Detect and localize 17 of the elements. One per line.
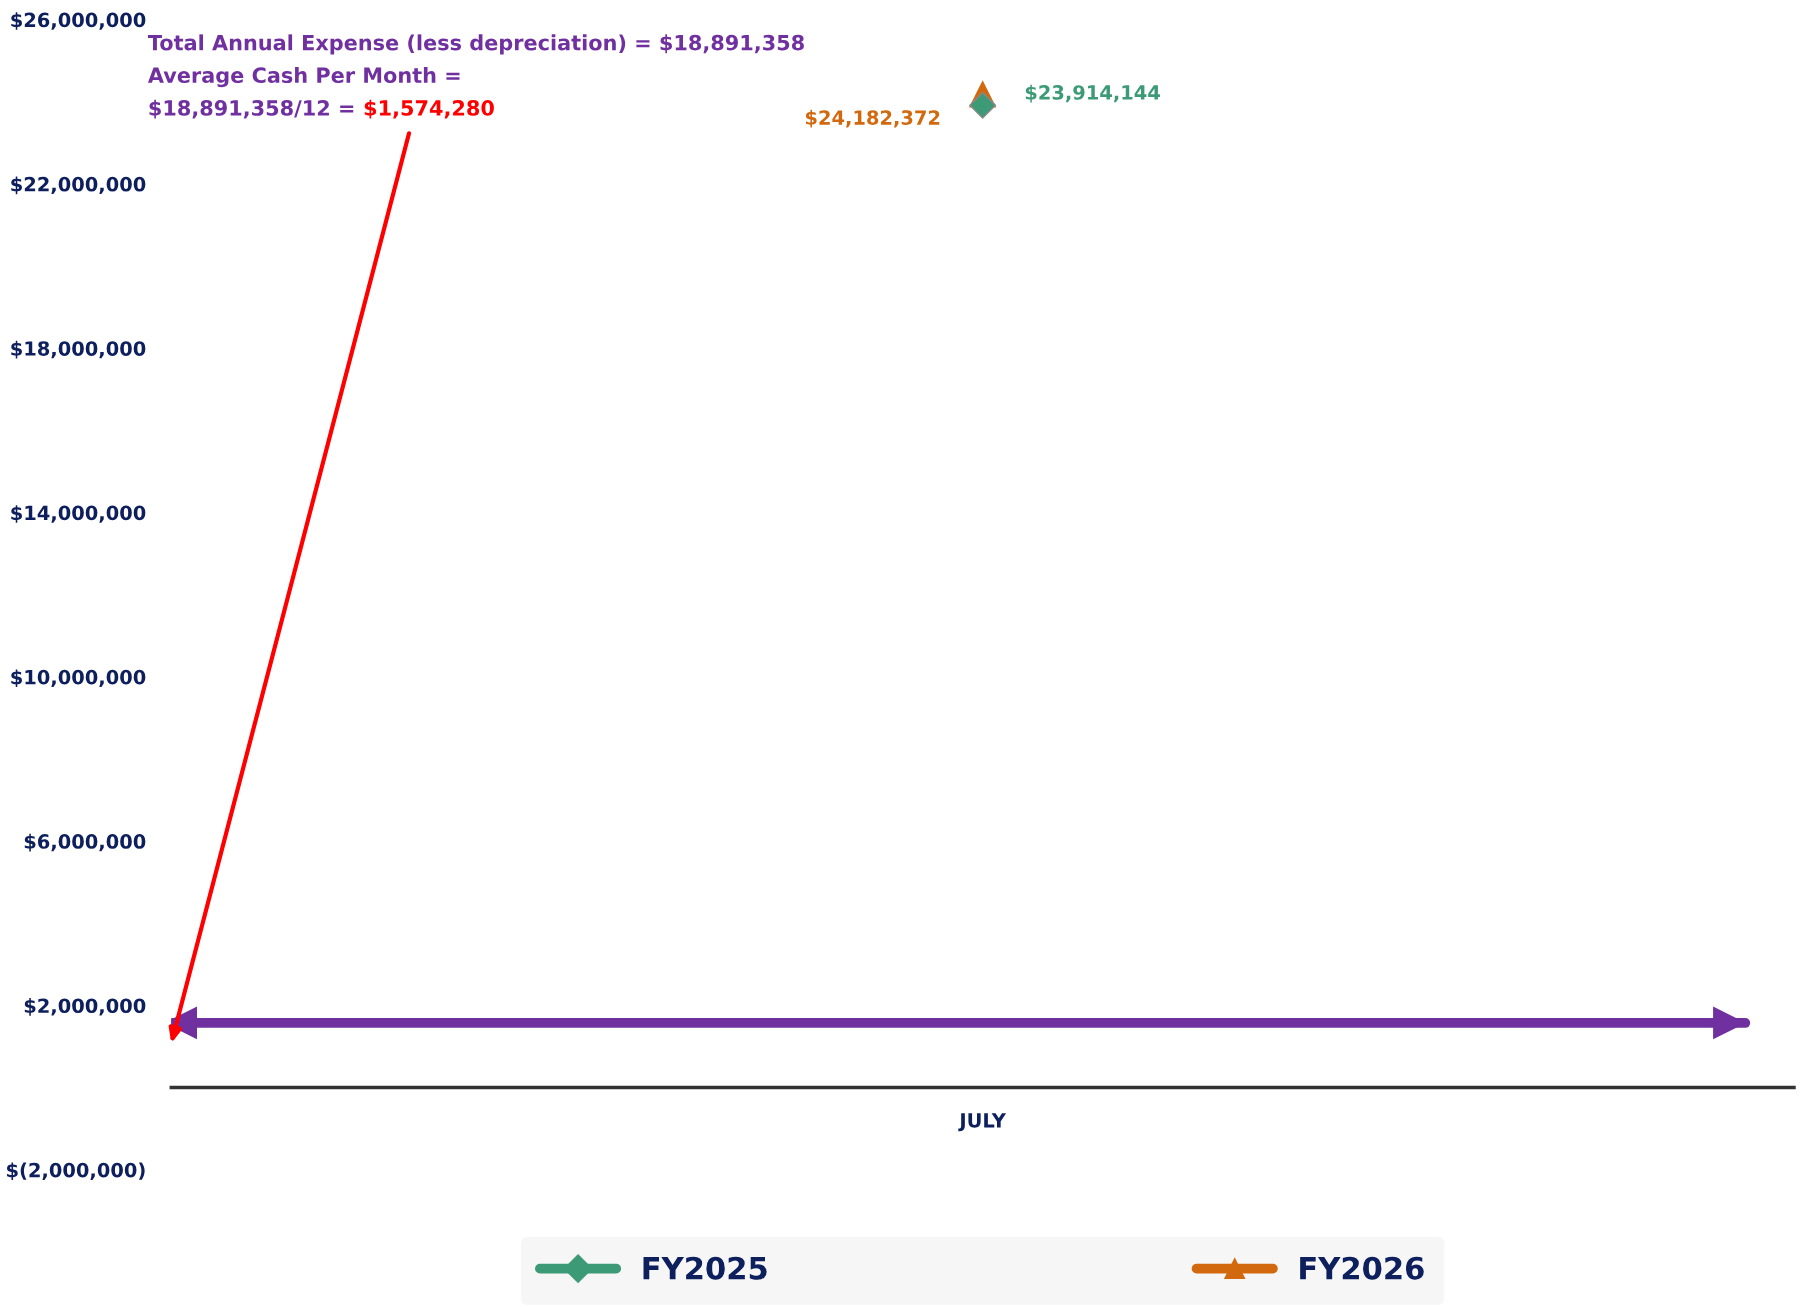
y-tick-label: $18,000,000: [11, 340, 146, 359]
annotation: Total Annual Expense (less depreciation) = $18,891,358: [147, 34, 804, 55]
y-tick-label: $22,000,000: [11, 176, 146, 195]
y-tick-label: $10,000,000: [11, 669, 146, 688]
y-tick-label: $2,000,000: [24, 998, 146, 1016]
annotation: $18,891,358/12 =: [149, 99, 354, 119]
x-tick-label: JULY: [958, 1113, 1007, 1132]
y-tick-label: $(2,000,000): [7, 1162, 145, 1181]
y-tick-label: $14,000,000: [11, 505, 146, 523]
data-label: $24,182,372: [805, 109, 940, 128]
legend-label: FY2025: [643, 1256, 767, 1280]
annotation: $1,574,280: [364, 99, 494, 119]
y-tick-label: $26,000,000: [11, 12, 146, 30]
data-label: $23,914,144: [1025, 84, 1160, 103]
annotation: Average Cash Per Month =: [147, 66, 460, 88]
legend-label: FY2026: [1300, 1256, 1424, 1280]
y-tick-label: $6,000,000: [24, 833, 146, 852]
